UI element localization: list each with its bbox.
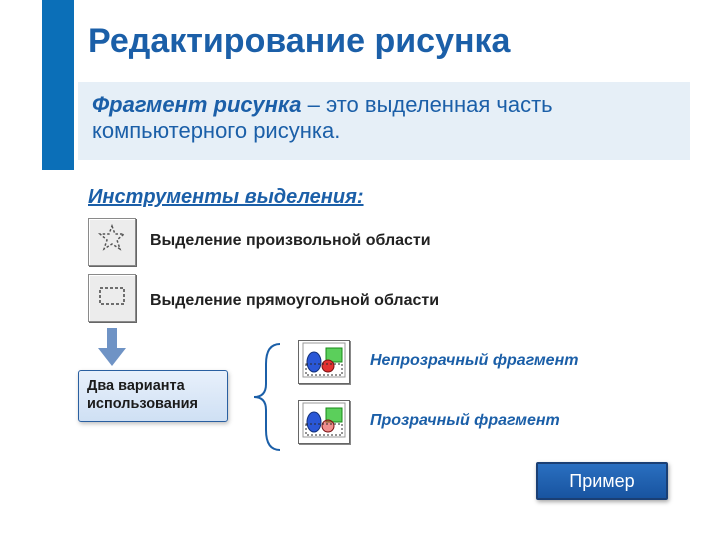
freeform-select-button[interactable]: [88, 218, 136, 266]
example-button[interactable]: Пример: [536, 462, 668, 500]
section-subtitle: Инструменты выделения:: [88, 186, 364, 209]
page-title: Редактирование рисунка: [88, 22, 510, 61]
opaque-fragment-icon: [302, 342, 346, 383]
side-stripe: [42, 0, 74, 170]
definition-box: Фрагмент рисунка – это выделенная часть …: [78, 82, 690, 160]
rect-select-label: Выделение прямоугольной области: [150, 292, 439, 310]
transparent-fragment-icon: [302, 402, 346, 443]
definition-term: Фрагмент рисунка: [92, 92, 302, 117]
opaque-option-button[interactable]: [298, 340, 350, 384]
freeform-select-label: Выделение произвольной области: [150, 232, 431, 250]
example-button-label: Пример: [569, 471, 634, 492]
variants-box: Два варианта использования: [78, 370, 228, 422]
transparent-option-button[interactable]: [298, 400, 350, 444]
arrow-down-icon: [98, 328, 126, 366]
opaque-option-label: Непрозрачный фрагмент: [370, 352, 578, 370]
freeform-select-icon: [95, 223, 129, 262]
rect-select-button[interactable]: [88, 274, 136, 322]
rect-select-icon: [95, 279, 129, 318]
transparent-option-label: Прозрачный фрагмент: [370, 412, 560, 430]
bracket-icon: [250, 340, 290, 459]
